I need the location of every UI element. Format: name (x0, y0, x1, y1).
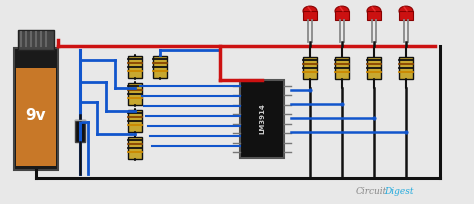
Ellipse shape (367, 6, 381, 16)
Bar (240, 80, 284, 158)
Bar (18, 30, 54, 50)
Bar (303, 11, 317, 20)
Text: Digest: Digest (384, 187, 413, 196)
Bar (367, 11, 381, 20)
Bar (16, 68, 56, 166)
Text: 9v: 9v (26, 108, 46, 122)
Bar (14, 48, 58, 170)
Bar (128, 137, 142, 159)
Bar (367, 57, 381, 79)
Text: LM3914: LM3914 (259, 104, 265, 134)
Bar (399, 57, 413, 79)
Ellipse shape (303, 6, 317, 16)
Ellipse shape (399, 6, 413, 16)
Bar (335, 11, 349, 20)
Bar (75, 120, 85, 142)
Ellipse shape (335, 6, 349, 16)
Text: Circuit: Circuit (356, 187, 387, 196)
Bar (128, 110, 142, 132)
Bar (335, 57, 349, 79)
Bar (128, 83, 142, 105)
Bar (303, 57, 317, 79)
Bar (128, 56, 142, 78)
Bar (153, 56, 167, 78)
Bar (399, 11, 413, 20)
